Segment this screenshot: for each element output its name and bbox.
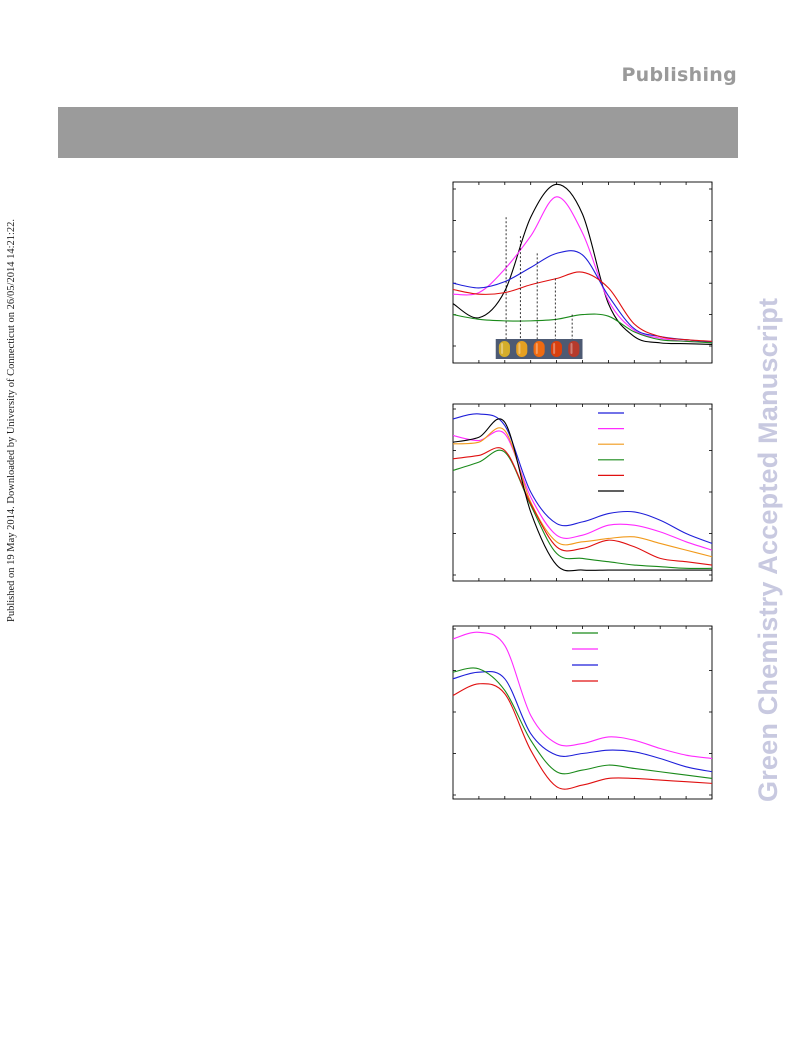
vial-highlight [501, 343, 504, 354]
absorbance-chart-2 [452, 403, 713, 582]
series-line-blue [452, 671, 713, 773]
series-line-black [452, 183, 713, 345]
header-band [58, 107, 738, 158]
series-line-red [452, 447, 713, 566]
absorbance-chart-3 [452, 625, 713, 800]
series-line-black [452, 418, 712, 572]
series-line-green [452, 313, 713, 344]
series-line-magenta [452, 196, 713, 343]
vial [498, 341, 510, 357]
series-line-green [452, 667, 713, 779]
download-notice: Published on 19 May 2014. Downloaded by … [6, 218, 17, 622]
series-line-magenta [452, 631, 713, 760]
vial-highlight [518, 343, 521, 354]
vial-highlight [553, 343, 556, 354]
vial-highlight [570, 343, 573, 354]
series-line-magenta [452, 430, 713, 551]
series-line-blue [452, 250, 713, 343]
plot-frame [452, 403, 713, 582]
series-line-green [452, 449, 713, 570]
vial-highlight [535, 343, 538, 354]
series-line-blue [452, 413, 713, 544]
series-line-red [452, 683, 713, 790]
absorbance-chart-1 [452, 181, 713, 364]
vial [533, 341, 545, 357]
vial [516, 341, 528, 357]
accepted-manuscript-watermark: Green Chemistry Accepted Manuscript [753, 297, 783, 802]
publisher-wordmark: Publishing [621, 64, 737, 86]
vial [568, 341, 580, 357]
series-line-red [452, 271, 713, 342]
vial [550, 341, 563, 357]
series-line-orange [452, 427, 713, 558]
